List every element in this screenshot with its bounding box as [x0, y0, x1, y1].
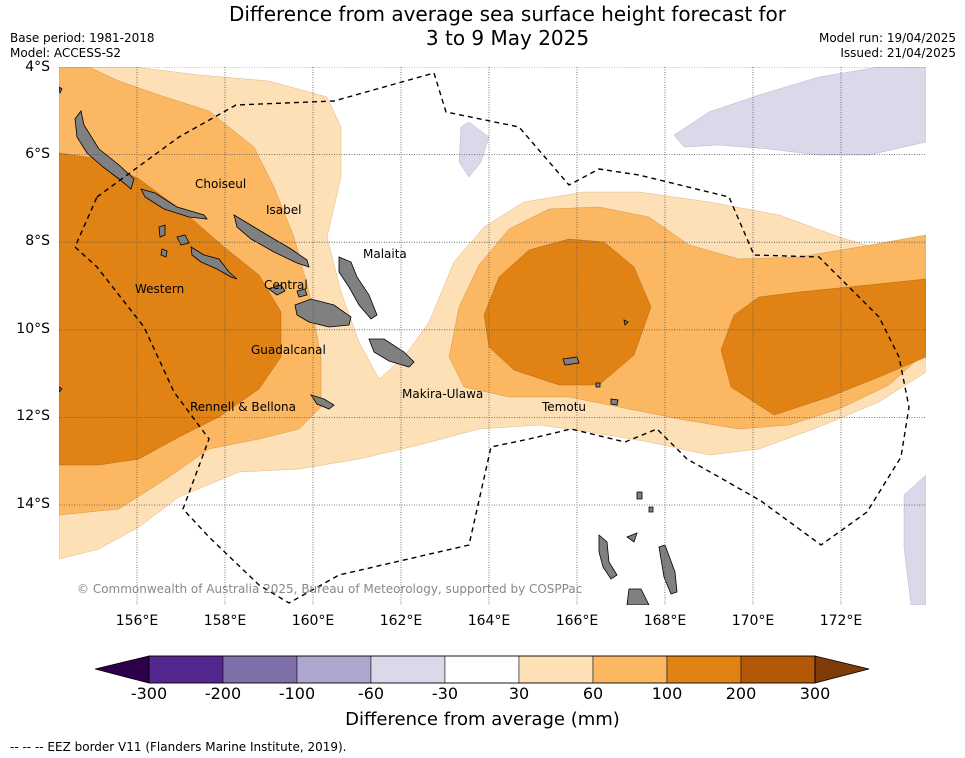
colorbar-segment: [666, 655, 742, 684]
eez-border-solomon: [74, 72, 910, 604]
lon-label-170e: 170°E: [731, 613, 775, 629]
colorbar-tick: -100: [278, 684, 316, 703]
colorbar-over-arrow: [814, 655, 870, 684]
isabel-island-shape: [140, 188, 208, 220]
model-run-text: Model run: 19/04/2025: [818, 31, 956, 45]
label-rennell-bellona: Rennell & Bellona: [190, 400, 296, 414]
colorbar-segment: [148, 655, 224, 684]
contour-100-200: [59, 152, 926, 466]
colorbar-segment: [740, 655, 816, 684]
lat-label-12s: 12°S: [16, 408, 50, 424]
colorbar-under-arrow: [95, 655, 150, 684]
colorbar-segment: [370, 655, 446, 684]
colorbar-tick: 30: [508, 684, 530, 703]
map-title: Difference from average sea surface heig…: [0, 2, 965, 50]
label-central: Central: [264, 278, 308, 292]
contour-60-100: [59, 67, 926, 516]
colorbar-tick: 200: [725, 684, 757, 703]
colorbar-segment: [444, 655, 520, 684]
colorbar-tick: 300: [799, 684, 831, 703]
copyright-text: © Commonwealth of Australia 2025, Bureau…: [77, 582, 582, 596]
rennell-island-shape: [310, 394, 335, 410]
base-period-text: Base period: 1981-2018: [10, 31, 155, 45]
eez-footnote: -- -- -- EEZ border V11 (Flanders Marine…: [10, 740, 347, 754]
guadalcanal-island-shape: [294, 298, 352, 328]
colorbar-outline: [148, 655, 816, 684]
lon-label-164e: 164°E: [467, 613, 511, 629]
contour-neg-60-30: [458, 67, 926, 605]
lon-label-166e: 166°E: [555, 613, 599, 629]
colorbar-tick: -300: [130, 684, 168, 703]
colorbar-segment: [222, 655, 298, 684]
lon-label-156e: 156°E: [115, 613, 159, 629]
lon-label-160e: 160°E: [291, 613, 335, 629]
land-masses: [59, 86, 678, 605]
label-malaita: Malaita: [363, 247, 407, 261]
label-temotu: Temotu: [541, 400, 586, 414]
lat-label-8s: 8°S: [25, 233, 50, 249]
colorbar-title: Difference from average (mm): [345, 709, 620, 730]
lat-label-10s: 10°S: [16, 321, 50, 337]
colorbar-segment: [518, 655, 594, 684]
lat-label-6s: 6°S: [25, 146, 50, 162]
lon-label-162e: 162°E: [379, 613, 423, 629]
colorbar-tick: -200: [204, 684, 242, 703]
lat-label-4s: 4°S: [25, 59, 50, 75]
label-western: Western: [135, 282, 184, 296]
sea-level-map: © Commonwealth of Australia 2025, Bureau…: [59, 67, 926, 605]
colorbar-tick: 60: [582, 684, 604, 703]
graticule: [59, 67, 926, 605]
western-islands-shape: [190, 246, 238, 280]
colorbar-tick: -30: [431, 684, 459, 703]
isabel-main-shape: [233, 214, 310, 268]
colorbar-segment: [592, 655, 668, 684]
makira-island-shape: [368, 338, 415, 368]
colorbar-tick: -60: [357, 684, 385, 703]
label-isabel: Isabel: [266, 203, 301, 217]
lat-label-14s: 14°S: [16, 496, 50, 512]
colorbar: [95, 655, 870, 684]
small-islands-shape: [59, 86, 629, 393]
title-line-2: 3 to 9 May 2025: [425, 26, 590, 50]
lon-label-172e: 172°E: [819, 613, 863, 629]
central-islands-shape: [268, 284, 308, 298]
colorbar-segments: [148, 655, 816, 684]
issued-text: Issued: 21/04/2025: [840, 46, 956, 60]
malaita-island-shape: [338, 256, 378, 320]
colorbar-tick: 100: [651, 684, 683, 703]
model-text: Model: ACCESS-S2: [10, 46, 122, 60]
meta-left: Base period: 1981-2018 Model: ACCESS-S2: [10, 31, 155, 61]
lon-label-158e: 158°E: [203, 613, 247, 629]
choiseul-island-shape: [74, 110, 135, 190]
colorbar-segment: [296, 655, 372, 684]
lon-label-168e: 168°E: [643, 613, 687, 629]
title-line-1: Difference from average sea surface heig…: [228, 2, 787, 26]
meta-right: Model run: 19/04/2025 Issued: 21/04/2025: [819, 31, 956, 61]
label-makira-ulawa: Makira-Ulawa: [402, 387, 483, 401]
label-choiseul: Choiseul: [195, 177, 246, 191]
temotu-island-shape: [562, 356, 619, 406]
vanuatu-island-shape: [598, 491, 678, 605]
label-guadalcanal: Guadalcanal: [251, 343, 326, 357]
